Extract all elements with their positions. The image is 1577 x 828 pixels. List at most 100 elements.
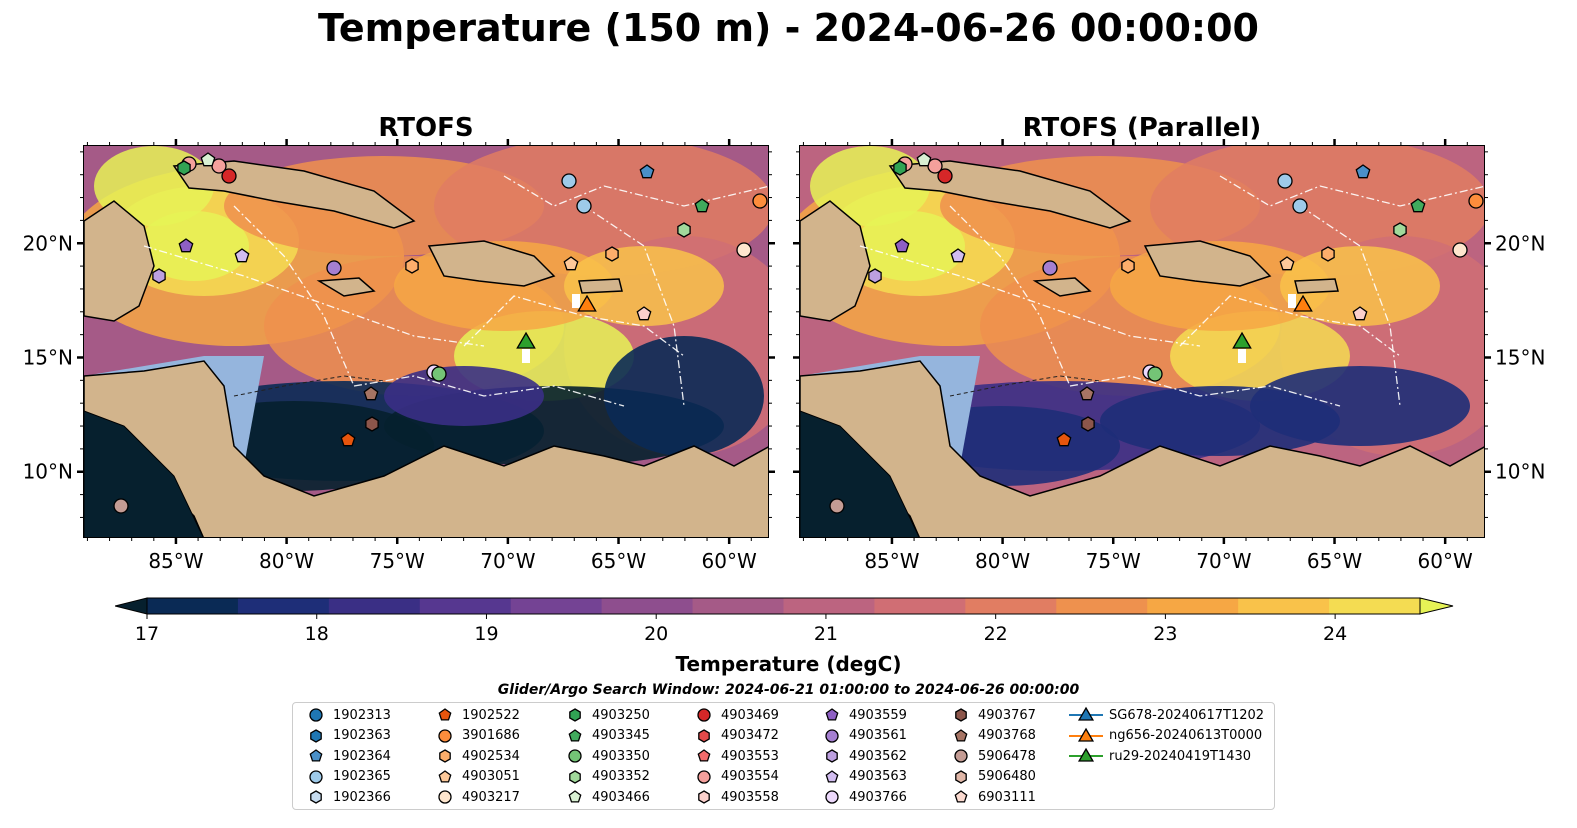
legend-item: 4903563 bbox=[821, 767, 907, 787]
legend-marker-icon bbox=[954, 790, 968, 803]
legend-item: 4903766 bbox=[821, 787, 907, 807]
legend-item: 6903111 bbox=[950, 787, 1036, 807]
legend-marker-icon bbox=[825, 790, 839, 804]
legend-item: 4903250 bbox=[564, 705, 650, 725]
x-tick-label: 75°W bbox=[370, 549, 425, 573]
legend-item: 3901686 bbox=[434, 726, 520, 746]
legend-item: 4903554 bbox=[693, 767, 779, 787]
legend-label: 4903466 bbox=[592, 789, 650, 805]
legend-label: 4903558 bbox=[721, 789, 779, 805]
legend-label: 4903469 bbox=[721, 707, 779, 723]
temperature-field bbox=[800, 146, 1484, 537]
legend-label: 4903350 bbox=[592, 748, 650, 764]
legend-marker-icon bbox=[954, 749, 968, 763]
map-panel-rtofs bbox=[83, 145, 769, 538]
legend-label: 5906480 bbox=[978, 769, 1036, 784]
legend-marker-icon bbox=[825, 708, 839, 721]
legend-marker-icon bbox=[569, 708, 581, 722]
y-tick-label: 20°N bbox=[1495, 231, 1545, 255]
legend-marker-icon bbox=[825, 728, 839, 743]
legend-label: 4903562 bbox=[849, 748, 907, 764]
legend-label: 4903554 bbox=[721, 769, 779, 784]
legend-marker-icon bbox=[825, 769, 839, 783]
y-tick-label: 10°N bbox=[23, 460, 73, 484]
legend-item: 1902313 bbox=[305, 705, 391, 725]
legend-marker-icon bbox=[1069, 727, 1103, 742]
colorbar-segment bbox=[1147, 598, 1239, 614]
y-tick-label: 15°N bbox=[23, 345, 73, 369]
legend-marker-icon bbox=[955, 708, 967, 722]
legend-item: 4903561 bbox=[821, 726, 907, 746]
colorbar-tick-label: 21 bbox=[814, 623, 838, 645]
legend-marker-icon bbox=[438, 708, 452, 721]
x-tick-label: 85°W bbox=[148, 549, 203, 573]
x-tick-label: 60°W bbox=[1418, 549, 1473, 573]
legend-item: 4903768 bbox=[950, 726, 1036, 746]
legend-marker-icon bbox=[954, 728, 968, 742]
legend-label: 4902534 bbox=[462, 748, 520, 764]
legend-item: 4903469 bbox=[693, 705, 779, 725]
legend-marker-icon bbox=[568, 749, 582, 763]
legend-marker-icon bbox=[697, 749, 711, 762]
x-tick-label: 70°W bbox=[480, 549, 535, 573]
legend-item: 1902363 bbox=[305, 726, 391, 746]
legend-item: 4903352 bbox=[564, 767, 650, 787]
colorbar-extend-max bbox=[1419, 597, 1454, 615]
legend-item: 1902366 bbox=[305, 787, 391, 807]
legend-label: 1902522 bbox=[462, 707, 520, 723]
legend-item: 1902365 bbox=[305, 767, 391, 787]
legend-item: SG678-20240617T1202 bbox=[1069, 705, 1264, 725]
x-tick-label: 85°W bbox=[864, 549, 919, 573]
map-title-rtofs-parallel: RTOFS (Parallel) bbox=[1022, 113, 1262, 143]
colorbar-segment bbox=[1056, 598, 1148, 614]
legend-item: 4903466 bbox=[564, 787, 650, 807]
legend-item: ru29-20240419T1430 bbox=[1069, 746, 1251, 766]
legend-item: 4903767 bbox=[950, 705, 1036, 725]
legend-marker-icon bbox=[438, 728, 452, 743]
legend-item: 4903217 bbox=[434, 787, 520, 807]
map-axes: 85°W 80°W 75°W 70°W 65°W 60°W 20°N 15°N 10°N 85°W… bbox=[23, 139, 1545, 573]
colorbar-segment bbox=[783, 598, 875, 614]
y-tick-label: 10°N bbox=[1495, 460, 1545, 484]
legend-label: 4903768 bbox=[978, 728, 1036, 743]
colorbar-segment bbox=[147, 598, 239, 614]
colorbar-tick-label: 22 bbox=[984, 623, 1008, 645]
legend-label: 4903767 bbox=[978, 707, 1036, 723]
legend-label: 1902366 bbox=[333, 789, 391, 805]
legend-item: 4903562 bbox=[821, 746, 907, 766]
colorbar-tick-label: 19 bbox=[474, 623, 498, 645]
legend-marker-icon bbox=[826, 749, 838, 763]
temperature-field bbox=[84, 146, 768, 537]
legend-label: 4903561 bbox=[849, 728, 907, 743]
legend-marker-icon bbox=[697, 769, 711, 784]
legend-marker-icon bbox=[568, 790, 582, 803]
x-tick-label: 65°W bbox=[1307, 549, 1362, 573]
map-title-rtofs: RTOFS bbox=[378, 113, 474, 143]
legend-label: 4903345 bbox=[592, 728, 650, 743]
map-panel-rtofs-parallel bbox=[799, 145, 1485, 538]
legend-label: 1902364 bbox=[333, 748, 391, 764]
legend-marker-icon bbox=[438, 769, 452, 783]
legend-item: 4903558 bbox=[693, 787, 779, 807]
x-tick-label: 75°W bbox=[1086, 549, 1141, 573]
legend-marker-icon bbox=[439, 749, 451, 763]
legend-marker-icon bbox=[1069, 747, 1103, 762]
legend-label: 4903352 bbox=[592, 769, 650, 784]
legend-item: ng656-20240613T0000 bbox=[1069, 726, 1262, 746]
colorbar-segment bbox=[965, 598, 1057, 614]
legend-marker-icon bbox=[1069, 706, 1103, 721]
x-tick-label: 60°W bbox=[702, 549, 757, 573]
legend-item: 4903472 bbox=[693, 726, 779, 746]
legend-item: 5906480 bbox=[950, 767, 1036, 787]
colorbar-segment bbox=[328, 598, 421, 614]
legend-label: 4903563 bbox=[849, 769, 907, 784]
legend-label: 1902363 bbox=[333, 728, 391, 743]
legend-label: 6903111 bbox=[978, 789, 1036, 805]
legend-marker-icon bbox=[698, 790, 710, 804]
legend-label: 1902313 bbox=[333, 707, 391, 723]
legend-label: 4903217 bbox=[462, 789, 520, 805]
legend-label: 1902365 bbox=[333, 769, 391, 784]
legend-item: 5906478 bbox=[950, 746, 1036, 766]
colorbar-segment bbox=[692, 598, 784, 614]
legend-marker-icon bbox=[309, 769, 323, 784]
